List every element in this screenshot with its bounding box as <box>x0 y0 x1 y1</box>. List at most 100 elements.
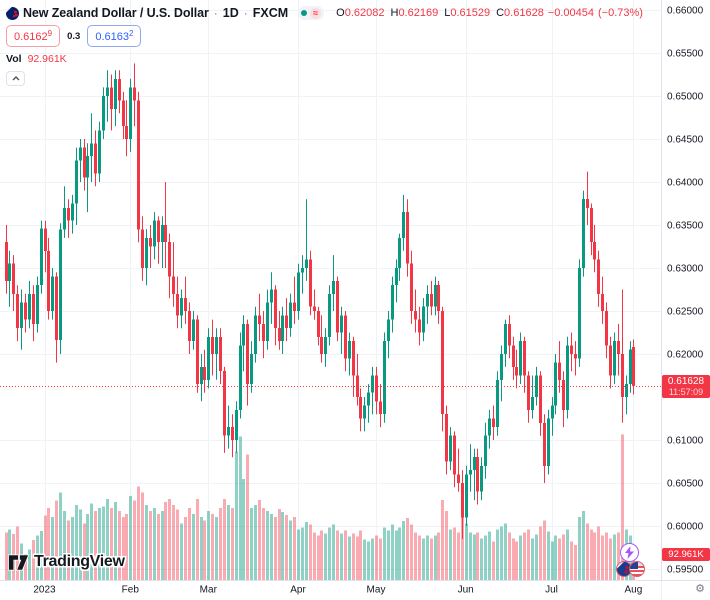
volume-bar <box>317 535 320 580</box>
candle-body <box>301 268 304 273</box>
price-axis[interactable] <box>661 0 710 600</box>
volume-bar <box>473 534 476 580</box>
collapse-legend-button[interactable] <box>6 71 25 86</box>
chevron-up-icon <box>12 76 19 81</box>
volume-bar <box>106 498 109 580</box>
volume-bar <box>445 511 448 580</box>
volume-bar <box>122 517 125 580</box>
volume-bar <box>83 523 86 580</box>
candle-body <box>235 409 238 440</box>
timeframe-label[interactable]: 1D <box>222 6 239 20</box>
candle-body <box>391 285 394 320</box>
candle-body <box>172 276 175 294</box>
volume-bar <box>32 540 35 580</box>
candle-body <box>492 418 495 428</box>
chart-legend: New Zealand Dollar / U.S. Dollar · 1D · … <box>6 6 643 86</box>
candle-body <box>605 311 608 346</box>
volume-bar <box>558 538 561 580</box>
volume-bar <box>430 538 433 580</box>
us-flag-icon <box>629 561 645 577</box>
candle-body <box>168 242 171 277</box>
axis-settings-gear-icon[interactable]: ⚙ <box>695 582 705 595</box>
time-axis[interactable] <box>0 580 662 600</box>
volume-bar <box>305 521 308 580</box>
instant-trading-button[interactable] <box>620 543 639 562</box>
candle-body <box>375 375 378 402</box>
volume-bar <box>90 503 93 580</box>
volume-bar <box>363 539 366 580</box>
volume-bar <box>227 504 230 580</box>
candle-body <box>578 268 581 359</box>
volume-bar <box>461 517 464 580</box>
time-tick-label: Apr <box>290 585 306 596</box>
candle-body <box>320 336 323 354</box>
volume-bar <box>527 529 530 580</box>
volume-bar <box>270 514 273 580</box>
candle-body <box>114 78 117 109</box>
volume-bar <box>402 521 405 580</box>
candle-body <box>145 237 148 268</box>
volume-bar <box>149 511 152 580</box>
candle-body <box>32 293 35 324</box>
candle-body <box>188 311 191 342</box>
candle-body <box>328 293 331 337</box>
candle-body <box>8 263 11 281</box>
volume-bar <box>63 511 66 580</box>
volume-bar <box>367 541 370 580</box>
candle-body <box>562 379 565 410</box>
candle-body <box>406 212 409 264</box>
candle-body <box>344 315 347 359</box>
candle-body <box>239 345 242 410</box>
low-value: 0.61529 <box>450 7 491 19</box>
change-percent: (−0.73%) <box>598 7 643 19</box>
volume-bar <box>125 514 128 580</box>
candle-body <box>543 422 546 466</box>
volume-bar <box>153 508 156 580</box>
volume-bar <box>531 538 534 580</box>
volume-bar <box>593 532 596 580</box>
candle-body <box>94 143 97 174</box>
volume-bar <box>157 514 160 580</box>
sell-price-button[interactable]: 0.61629 <box>6 25 61 47</box>
candle-body <box>586 199 589 208</box>
candle-body <box>566 345 569 410</box>
candle-body <box>270 289 273 303</box>
volume-bar <box>172 504 175 580</box>
candle-body <box>558 362 561 380</box>
buy-price-button[interactable]: 0.61632 <box>87 25 142 47</box>
candle-body <box>176 293 179 316</box>
candle-body <box>469 470 472 475</box>
candle-body <box>625 384 628 397</box>
candle-body <box>219 336 222 372</box>
candle-body <box>371 375 374 393</box>
candle-body <box>86 156 89 178</box>
volume-bar <box>16 526 19 580</box>
market-status-pill[interactable]: ≈ <box>298 6 325 20</box>
candle-body <box>539 375 542 423</box>
nz-flag-icon <box>616 561 632 577</box>
volume-bar <box>203 520 206 580</box>
symbol-title[interactable]: New Zealand Dollar / U.S. Dollar <box>23 6 209 20</box>
volume-bar <box>40 531 43 580</box>
candle-body <box>266 302 269 342</box>
tradingview-watermark[interactable]: TradingView <box>8 553 125 571</box>
volume-bar <box>118 511 121 580</box>
candle-body <box>305 259 308 268</box>
volume-bar <box>336 530 339 580</box>
candle-body <box>129 87 132 139</box>
volume-bar <box>449 529 452 580</box>
exchange-label[interactable]: FXCM <box>252 6 289 20</box>
volume-bar <box>621 434 624 580</box>
volume-indicator-label[interactable]: Vol <box>6 53 22 65</box>
volume-bar <box>554 535 557 580</box>
volume-bar <box>469 532 472 580</box>
bar-countdown: 11:57:09 <box>668 386 704 397</box>
price-tick-label: 0.61000 <box>667 436 704 447</box>
candle-body <box>203 366 206 380</box>
volume-bar <box>180 523 183 580</box>
volume-bar <box>453 527 456 580</box>
candle-body <box>367 392 370 406</box>
candle-body <box>184 298 187 311</box>
volume-bar <box>398 527 401 580</box>
